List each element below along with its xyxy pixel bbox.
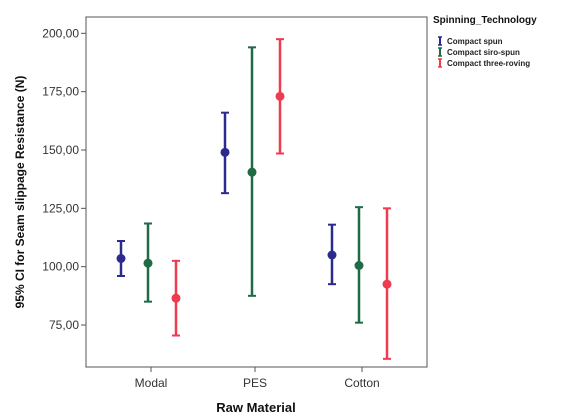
mean-marker: [171, 293, 181, 303]
x-tick-label: PES: [243, 376, 267, 390]
mean-marker: [143, 258, 153, 268]
error-bars: [116, 38, 392, 360]
y-tick-label: 100,00: [42, 260, 79, 274]
mean-marker: [116, 254, 126, 263]
legend: Spinning_Technology Compact spun Compact …: [433, 15, 537, 68]
legend-label: Compact siro-spun: [447, 48, 520, 57]
y-tick-label: 75,00: [49, 318, 79, 332]
series-group: [143, 46, 364, 324]
legend-title: Spinning_Technology: [433, 15, 537, 26]
legend-label: Compact three-roving: [447, 59, 530, 68]
plot-frame: [85, 16, 428, 368]
mean-marker: [275, 91, 285, 101]
y-tick-label: 125,00: [42, 201, 79, 215]
x-axis-title: Raw Material: [216, 400, 295, 415]
mean-marker: [327, 250, 337, 260]
x-tick-label: Modal: [135, 376, 168, 390]
mean-marker: [247, 167, 257, 177]
y-tick-label: 200,00: [42, 26, 79, 40]
series-group: [171, 38, 392, 360]
x-axis: Modal PES Cotton: [135, 367, 380, 390]
mean-marker: [354, 261, 364, 270]
mean-marker: [382, 279, 392, 289]
series-group: [116, 111, 337, 286]
y-axis: 75,00 100,00 125,00 150,00 175,00 200,00: [42, 26, 86, 332]
mean-marker: [220, 147, 230, 157]
y-tick-label: 175,00: [42, 85, 79, 99]
y-tick-label: 150,00: [42, 143, 79, 157]
legend-label: Compact spun: [447, 37, 503, 46]
y-axis-title: 95% CI for Seam slippage Resistance (N): [13, 76, 27, 309]
x-tick-label: Cotton: [344, 376, 379, 390]
